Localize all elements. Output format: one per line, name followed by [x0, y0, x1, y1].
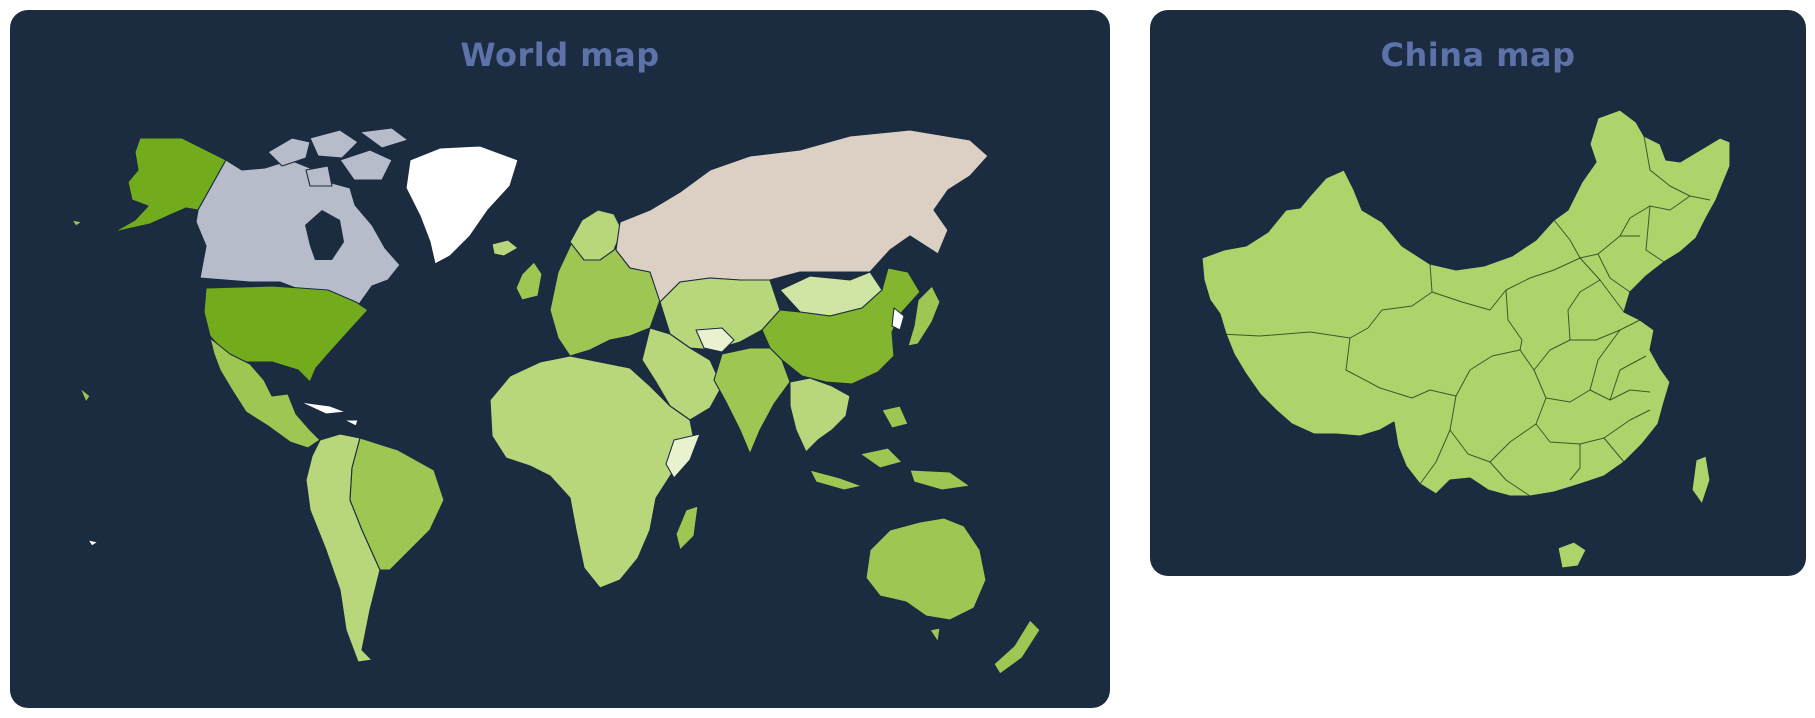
world-map[interactable]: [10, 10, 1110, 708]
region-madagascar[interactable]: [675, 505, 699, 551]
region-small-islands[interactable]: [71, 219, 91, 403]
china-map-title: China map: [1380, 36, 1576, 74]
region-new-zealand[interactable]: [993, 619, 1041, 675]
region-uk[interactable]: [515, 261, 543, 301]
china-province-borders: [1219, 135, 1711, 497]
region-middle-east[interactable]: [641, 327, 723, 421]
region-africa[interactable]: [489, 355, 695, 589]
region-australia[interactable]: [865, 517, 987, 621]
region-greenland[interactable]: [405, 145, 519, 265]
region-turkmenistan[interactable]: [695, 327, 735, 353]
region-japan[interactable]: [907, 285, 941, 347]
region-somalia[interactable]: [665, 433, 701, 479]
region-indonesia[interactable]: [809, 405, 971, 491]
region-canada-islands[interactable]: [267, 127, 409, 187]
region-tasmania[interactable]: [929, 627, 941, 643]
region-brazil[interactable]: [349, 437, 445, 571]
world-map-title: World map: [460, 36, 660, 74]
region-southeast-asia[interactable]: [789, 377, 851, 453]
region-islands-white[interactable]: [87, 539, 99, 547]
province-hainan[interactable]: [1557, 541, 1587, 569]
region-iceland[interactable]: [491, 239, 519, 257]
region-india[interactable]: [713, 347, 791, 455]
world-map-panel: World map: [10, 10, 1110, 708]
hudson-bay: [305, 210, 344, 260]
region-china[interactable]: [761, 267, 921, 385]
region-korea[interactable]: [891, 307, 905, 331]
region-canada[interactable]: [195, 159, 401, 311]
region-russia[interactable]: [615, 129, 989, 303]
province-taiwan[interactable]: [1691, 455, 1711, 505]
china-map-panel: China map: [1150, 10, 1806, 576]
china-map[interactable]: [1150, 10, 1806, 576]
region-caribbean[interactable]: [299, 401, 359, 427]
